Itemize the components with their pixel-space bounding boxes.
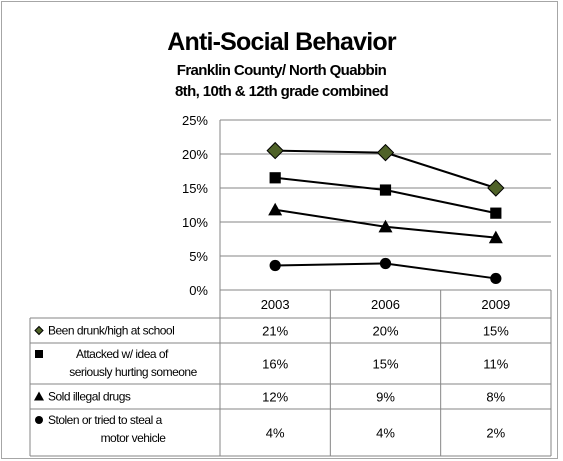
legend-label: seriously hurting someone xyxy=(69,365,197,379)
data-label: 8% xyxy=(486,390,505,405)
legend-marker xyxy=(34,325,44,336)
series-point xyxy=(269,172,281,184)
x-category-label: 2009 xyxy=(481,297,510,312)
x-category-label: 2003 xyxy=(261,297,290,312)
series-point xyxy=(378,219,393,233)
legend-label: Sold illegal drugs xyxy=(48,390,131,404)
legend-label: Attacked w/ idea of xyxy=(76,347,169,361)
series-point xyxy=(488,230,503,244)
series-point xyxy=(269,259,281,272)
chart-subtitle-line-1: Franklin County/ North Quabbin xyxy=(176,62,387,79)
y-tick-label: 0% xyxy=(189,283,208,298)
data-label: 15% xyxy=(372,357,398,372)
series-point xyxy=(490,272,502,285)
legend-marker xyxy=(34,391,44,401)
data-label: 2% xyxy=(486,426,505,441)
y-tick-label: 5% xyxy=(189,249,208,264)
data-label: 16% xyxy=(262,357,288,372)
y-tick-label: 20% xyxy=(182,147,208,162)
series-point xyxy=(268,202,283,216)
legend-marker xyxy=(35,416,43,424)
series-point xyxy=(487,179,505,197)
data-label: 21% xyxy=(262,324,288,339)
legend-label: Stolen or tried to steal a xyxy=(48,413,163,427)
data-label: 4% xyxy=(376,426,395,441)
series-point xyxy=(376,143,395,162)
data-label: 15% xyxy=(483,324,509,339)
data-label: 9% xyxy=(376,390,395,405)
series-point xyxy=(379,257,392,270)
series-point xyxy=(379,184,392,196)
y-tick-label: 10% xyxy=(182,215,208,230)
legend-marker xyxy=(35,350,43,358)
data-label: 12% xyxy=(262,390,288,405)
x-category-label: 2006 xyxy=(371,297,400,312)
data-label: 11% xyxy=(483,357,508,372)
chart-title: Anti-Social Behavior xyxy=(167,28,396,56)
legend-label: Been drunk/high at school xyxy=(48,324,174,338)
data-label: 20% xyxy=(372,324,398,339)
y-tick-label: 15% xyxy=(182,181,208,196)
y-tick-label: 25% xyxy=(182,113,208,128)
series-point xyxy=(266,141,284,160)
legend-label: motor vehicle xyxy=(101,431,167,445)
data-label: 4% xyxy=(266,426,285,441)
chart-subtitle-line-2: 8th, 10th & 12th grade combined xyxy=(174,83,389,100)
series-point xyxy=(490,207,502,219)
